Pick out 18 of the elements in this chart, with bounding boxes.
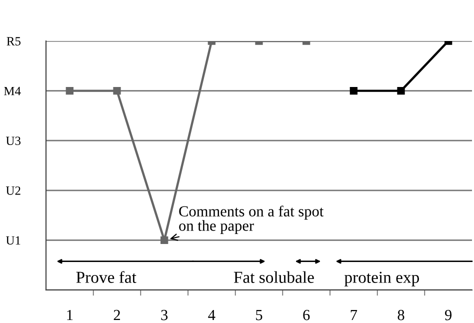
x-tick-label: 6 xyxy=(303,310,310,320)
annotation: protein exp xyxy=(344,272,419,286)
x-tick-label: 2 xyxy=(114,310,120,320)
x-tick-label: 8 xyxy=(398,310,404,320)
category-label: U1 xyxy=(6,236,20,245)
annotation: Fat solubale xyxy=(234,271,314,283)
x-tick-label: 9 xyxy=(445,310,452,320)
x-tick-label: 7 xyxy=(350,310,358,320)
annotation: Comments on a fat spot on the paper xyxy=(179,206,324,234)
x-tick-label: 1 xyxy=(67,310,73,320)
x-tick-label: 4 xyxy=(208,310,216,320)
category-label: U2 xyxy=(6,186,20,195)
category-label: U3 xyxy=(6,136,21,146)
x-tick-label: 5 xyxy=(256,310,262,320)
annotation: Prove fat xyxy=(76,271,136,283)
x-tick-label: 3 xyxy=(161,310,168,320)
category-label: M4 xyxy=(4,86,21,96)
category-label: R5 xyxy=(6,37,21,46)
